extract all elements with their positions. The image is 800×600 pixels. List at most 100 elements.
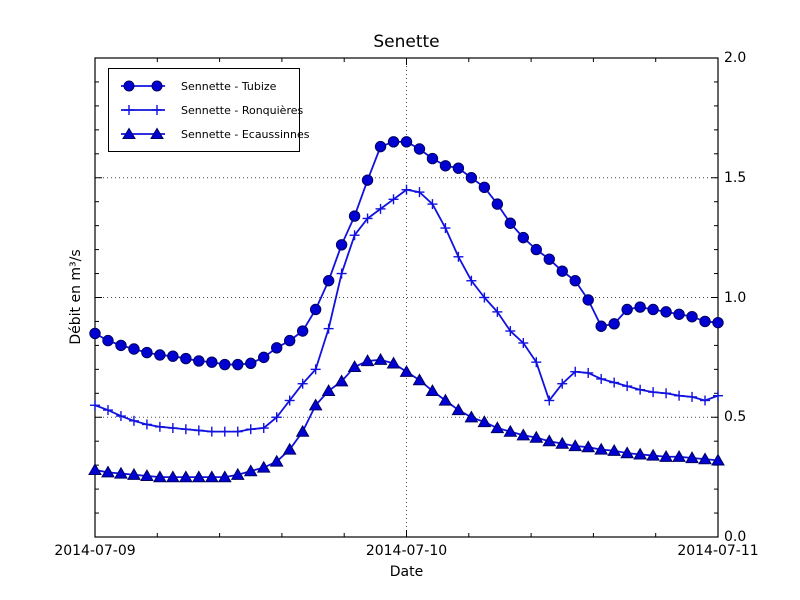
legend-circle-sample-icon	[121, 80, 165, 92]
series-0-circle-marker-icon	[115, 339, 127, 352]
series-0-circle-marker-icon	[595, 320, 607, 332]
series-2-triangle-marker-icon	[451, 403, 466, 416]
series-0-circle-marker-icon	[141, 346, 153, 359]
series-0-circle-marker-icon	[128, 343, 140, 355]
x-tick-label: 2014-07-10	[365, 543, 448, 559]
series-2-triangle-marker-icon	[581, 440, 596, 453]
legend-marker-circle-icon	[123, 80, 135, 92]
series-0-circle-marker-icon	[387, 136, 400, 148]
series-2-triangle-marker-icon	[711, 453, 725, 466]
series-0-circle-marker-icon	[258, 351, 270, 364]
legend-marker-circle-icon	[151, 80, 163, 92]
y-tick-label: 2.0	[724, 50, 747, 66]
series-2-triangle-marker-icon	[516, 428, 531, 441]
legend-triangle-sample-icon	[121, 127, 165, 139]
series-2-triangle-marker-icon	[568, 439, 583, 452]
series-0-circle-marker-icon	[517, 231, 530, 244]
series-2-triangle-marker-icon	[230, 467, 245, 480]
series-2-triangle-marker-icon	[503, 424, 518, 437]
series-2-triangle-marker-icon	[204, 470, 219, 483]
series-0-circle-marker-icon	[543, 253, 555, 265]
legend-label: Sennette - Tubize	[181, 79, 277, 93]
series-2-triangle-marker-icon	[555, 436, 570, 449]
y-tick-label: 0.0	[724, 529, 747, 545]
series-2-triangle-marker-icon	[191, 470, 206, 483]
series-2-triangle-marker-icon	[256, 460, 271, 473]
series-2-triangle-marker-icon	[672, 449, 686, 462]
series-0-circle-marker-icon	[400, 136, 413, 148]
series-0-circle-marker-icon	[712, 316, 724, 329]
series-0-circle-marker-icon	[621, 303, 633, 316]
series-0-circle-marker-icon	[569, 275, 581, 287]
series-0-circle-marker-icon	[245, 357, 257, 370]
series-2-triangle-marker-icon	[412, 373, 427, 386]
series-2-triangle-marker-icon	[607, 443, 622, 456]
series-0-circle-marker-icon	[504, 217, 517, 229]
series-0-circle-marker-icon	[686, 310, 698, 323]
legend-item: Sennette - Ecaussinnes	[115, 122, 310, 146]
series-2-triangle-marker-icon	[659, 449, 673, 462]
series-0-circle-marker-icon	[206, 356, 218, 368]
series-0-circle-marker-icon	[309, 303, 322, 316]
series-0-circle-marker-icon	[673, 308, 685, 320]
series-2-triangle-marker-icon	[243, 464, 258, 477]
series-0-circle-marker-icon	[491, 198, 504, 210]
series-2-triangle-marker-icon	[464, 410, 479, 423]
x-tick-label: 2014-07-09	[54, 543, 136, 559]
legend-marker-triangle-icon	[150, 127, 164, 139]
series-0-circle-marker-icon	[89, 327, 101, 340]
series-0-circle-marker-icon	[232, 358, 244, 371]
series-2-triangle-marker-icon	[153, 470, 167, 483]
series-0-circle-marker-icon	[699, 315, 711, 328]
series-2-triangle-marker-icon	[529, 430, 544, 443]
series-2-triangle-marker-icon	[646, 448, 660, 461]
series-0-circle-marker-icon	[348, 210, 361, 222]
y-tick-label: 1.5	[724, 169, 747, 186]
series-0-circle-marker-icon	[452, 162, 465, 174]
series-2-triangle-marker-icon	[477, 415, 492, 428]
series-0-circle-marker-icon	[283, 334, 296, 347]
series-2-triangle-marker-icon	[166, 470, 180, 483]
legend-plus-sample-icon	[121, 105, 165, 115]
series-2-triangle-marker-icon	[594, 442, 609, 455]
series-0-circle-marker-icon	[478, 181, 491, 194]
series-2-triangle-marker-icon	[334, 374, 349, 387]
series-0-circle-marker-icon	[465, 172, 478, 184]
series-2-triangle-marker-icon	[633, 447, 647, 460]
series-line-0	[94, 140, 719, 366]
series-2-triangle-marker-icon	[698, 452, 712, 465]
series-2-triangle-marker-icon	[438, 393, 453, 406]
series-0-circle-marker-icon	[374, 140, 387, 153]
series-0-circle-marker-icon	[660, 306, 672, 318]
series-2-triangle-marker-icon	[347, 360, 362, 373]
series-2-triangle-marker-icon	[269, 454, 284, 467]
series-2-triangle-marker-icon	[685, 451, 699, 464]
series-2-triangle-marker-icon	[308, 398, 323, 411]
chart-title: Senette	[373, 32, 440, 52]
series-2-triangle-marker-icon	[321, 384, 336, 397]
series-0-circle-marker-icon	[361, 174, 374, 186]
legend-marker-plus-icon	[152, 105, 162, 115]
series-2-triangle-marker-icon	[360, 354, 375, 367]
y-tick-label: 0.5	[724, 409, 747, 426]
x-axis-label: Date	[389, 564, 424, 580]
series-2-triangle-marker-icon	[386, 356, 401, 369]
series-2-triangle-marker-icon	[127, 467, 141, 480]
series-0-circle-marker-icon	[154, 349, 166, 361]
series-2-triangle-marker-icon	[140, 469, 154, 482]
series-0-circle-marker-icon	[296, 325, 309, 337]
series-2-triangle-marker-icon	[295, 424, 310, 437]
series-2-triangle-marker-icon	[217, 470, 232, 483]
series-0-circle-marker-icon	[582, 294, 594, 306]
series-0-circle-marker-icon	[647, 303, 659, 316]
series-0-circle-marker-icon	[102, 334, 114, 347]
series-0-circle-marker-icon	[193, 355, 205, 367]
series-2-triangle-marker-icon	[178, 470, 193, 483]
legend-item: Sennette - Ronquières	[115, 98, 303, 122]
series-0-circle-marker-icon	[530, 243, 542, 256]
series-2-triangle-marker-icon	[282, 442, 297, 455]
legend-label: Sennette - Ecaussinnes	[181, 127, 310, 141]
legend: Sennette - Tubize Sennette - Ronquières Se…	[108, 68, 310, 152]
series-0-circle-marker-icon	[556, 265, 568, 277]
series-0-circle-marker-icon	[608, 318, 620, 330]
